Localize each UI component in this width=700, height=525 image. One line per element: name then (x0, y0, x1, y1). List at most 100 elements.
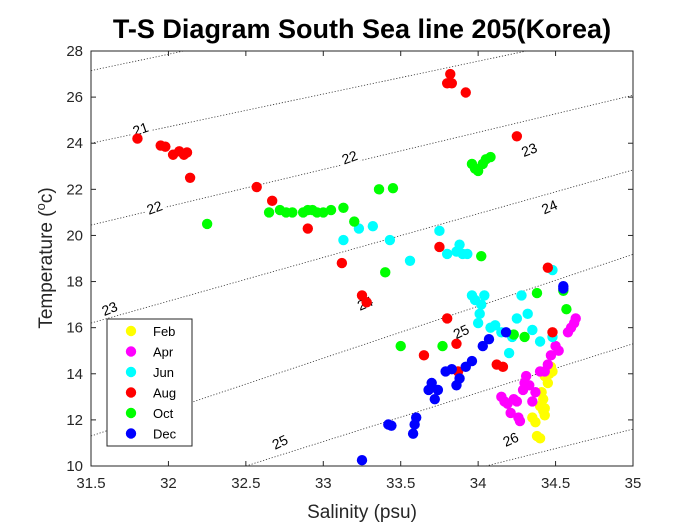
point-apr (545, 350, 557, 361)
point-dec (426, 377, 437, 389)
y-axis-label-end: c) (36, 187, 57, 203)
point-jun (384, 234, 396, 246)
point-aug (251, 181, 262, 193)
legend-label-aug: Aug (153, 386, 176, 401)
point-dec (386, 420, 397, 431)
contour-line (245, 343, 633, 466)
point-jun (511, 313, 523, 324)
y-tick-label: 20 (66, 227, 83, 244)
x-tick-label: 34.5 (541, 475, 570, 492)
point-dec (500, 327, 512, 338)
y-tick-label: 28 (66, 43, 83, 60)
y-tick-label: 18 (66, 274, 83, 291)
y-axis-label-main: Temperature ( (36, 210, 57, 329)
y-tick-label: 10 (66, 458, 83, 475)
contour-label-bg (517, 138, 542, 160)
x-tick-label: 33.5 (386, 475, 415, 492)
point-apr (520, 370, 532, 382)
point-oct (338, 202, 349, 213)
legend-label-apr: Apr (153, 345, 174, 360)
point-aug (441, 313, 453, 324)
point-dec (454, 373, 465, 384)
legend-marker-aug (125, 387, 137, 398)
contour-label: 25 (451, 321, 472, 342)
contour-label: 24 (539, 196, 560, 217)
point-aug (446, 78, 458, 89)
contour-line (91, 253, 633, 437)
point-jun (367, 221, 379, 232)
point-aug (302, 223, 313, 234)
data-points (132, 68, 581, 466)
point-dec (407, 428, 419, 439)
y-tick-label: 22 (66, 181, 83, 198)
point-dec (432, 384, 444, 396)
legend-marker-feb (125, 325, 137, 337)
point-aug (497, 361, 509, 373)
point-aug (266, 195, 278, 207)
legend-marker-dec (125, 428, 137, 439)
point-jun (338, 234, 349, 246)
point-dec (558, 280, 569, 292)
point-apr (505, 407, 516, 419)
point-aug (451, 338, 462, 350)
legend-label-dec: Dec (153, 427, 177, 442)
contour-line (485, 428, 633, 466)
y-axis: 10 12 14 16 18 20 22 24 26 28 (66, 43, 633, 475)
point-oct (561, 304, 572, 315)
point-jun (527, 324, 538, 336)
contour-label-bg (498, 427, 523, 450)
y-tick-label: 14 (66, 366, 83, 383)
point-aug (511, 131, 523, 142)
y-tick-label: 12 (66, 412, 83, 429)
point-oct (287, 207, 298, 218)
point-jun (522, 308, 533, 320)
point-aug (361, 297, 372, 308)
contour-label: 23 (519, 139, 539, 160)
point-apr (553, 345, 564, 356)
contour-label-bg (267, 430, 292, 453)
contour-line (91, 169, 633, 324)
point-oct (201, 218, 213, 230)
point-oct (437, 340, 448, 352)
plot-frame (90, 50, 634, 467)
x-axis: 31.5 32 32.5 33 33.5 34 34.5 35 (76, 51, 641, 492)
point-dec (356, 455, 368, 466)
point-feb (539, 403, 550, 414)
point-aug (418, 350, 430, 361)
point-oct (395, 340, 406, 352)
point-apr (542, 359, 554, 370)
contour-label-bg (448, 320, 474, 343)
point-oct (263, 207, 275, 218)
point-aug (160, 141, 171, 152)
point-dec (411, 412, 422, 423)
point-jun (516, 290, 527, 301)
point-oct (476, 250, 487, 262)
contour-label-bg (142, 196, 167, 218)
legend: Feb Apr Jun Aug Oct Dec (106, 318, 193, 447)
point-jun (454, 239, 465, 250)
y-tick-label: 24 (66, 135, 83, 152)
y-tick-label: 16 (66, 320, 83, 337)
point-apr (511, 396, 523, 407)
contour-label: 22 (340, 147, 360, 167)
legend-marker-oct (125, 407, 137, 419)
point-feb (534, 433, 546, 444)
contour-line (91, 51, 529, 144)
x-tick-label: 35 (625, 475, 642, 492)
contour-label-bg (337, 146, 362, 168)
legend-box (106, 318, 193, 447)
point-oct (519, 331, 530, 343)
point-jun (472, 317, 484, 329)
point-jun (404, 255, 416, 267)
point-oct (380, 267, 391, 278)
point-aug (184, 172, 196, 184)
legend-label-feb: Feb (153, 324, 175, 339)
contour-label: 26 (500, 429, 521, 450)
point-aug (181, 147, 193, 158)
point-oct (373, 184, 385, 195)
point-apr (530, 387, 541, 398)
point-oct (325, 204, 337, 216)
contour-line (91, 51, 184, 71)
point-dec (483, 333, 495, 345)
contour-label-bg (128, 118, 153, 139)
